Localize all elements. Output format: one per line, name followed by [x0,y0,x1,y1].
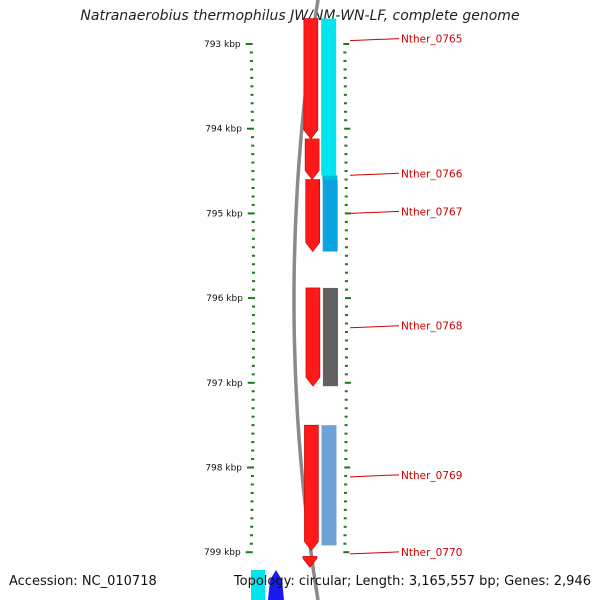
tick-label: 797 kbp [206,379,243,389]
bottom-features [251,570,284,600]
feature-bar [322,175,338,180]
gene-labels: Nther_0765 Nther_0766 Nther_0767 Nther_0768… [349,34,463,559]
feature-bar [322,287,338,387]
gene-label[interactable]: Nther_0765 [401,34,462,46]
label-leader [349,551,400,555]
feature-bar [322,179,338,252]
feature-track [321,18,338,546]
accession-text: Accession: NC_010718 [9,574,157,589]
label-leader [349,38,400,42]
gene-label[interactable]: Nther_0766 [401,168,463,180]
label-leader [349,474,400,478]
label-leader [349,172,400,176]
map-title: Natranaerobius thermophilus JW/NM-WN-LF,… [80,8,520,24]
tick-label: 795 kbp [206,209,243,219]
feature-bar [321,18,337,176]
cds-arrow [305,179,320,253]
cds-track [302,18,321,568]
cds-arrow [304,424,319,551]
tick-label: 799 kbp [204,548,241,558]
gene-label[interactable]: Nther_0768 [401,321,462,333]
feature-bar [321,425,337,546]
tick-label: 793 kbp [204,40,241,50]
label-leader [349,325,400,329]
tick-label: 798 kbp [205,464,242,474]
cds-arrow [304,138,320,181]
gene-label[interactable]: Nther_0769 [401,470,462,482]
tick-label: 796 kbp [206,294,243,304]
topology-summary: Topology: circular; Length: 3,165,557 bp… [233,574,591,589]
label-leader [349,210,400,214]
blue-feature [268,570,284,600]
cds-arrow [305,287,321,387]
cds-arrow [303,18,319,140]
tick-label: 794 kbp [205,125,242,135]
ruler: 793 kbp 794 kbp 795 kbp 796 kbp 797 kbp 798 k… [204,40,351,558]
gene-label[interactable]: Nther_0767 [401,206,462,218]
cyan-feature [251,570,265,600]
gene-label[interactable]: Nther_0770 [401,547,462,559]
cds-arrow [302,556,318,568]
